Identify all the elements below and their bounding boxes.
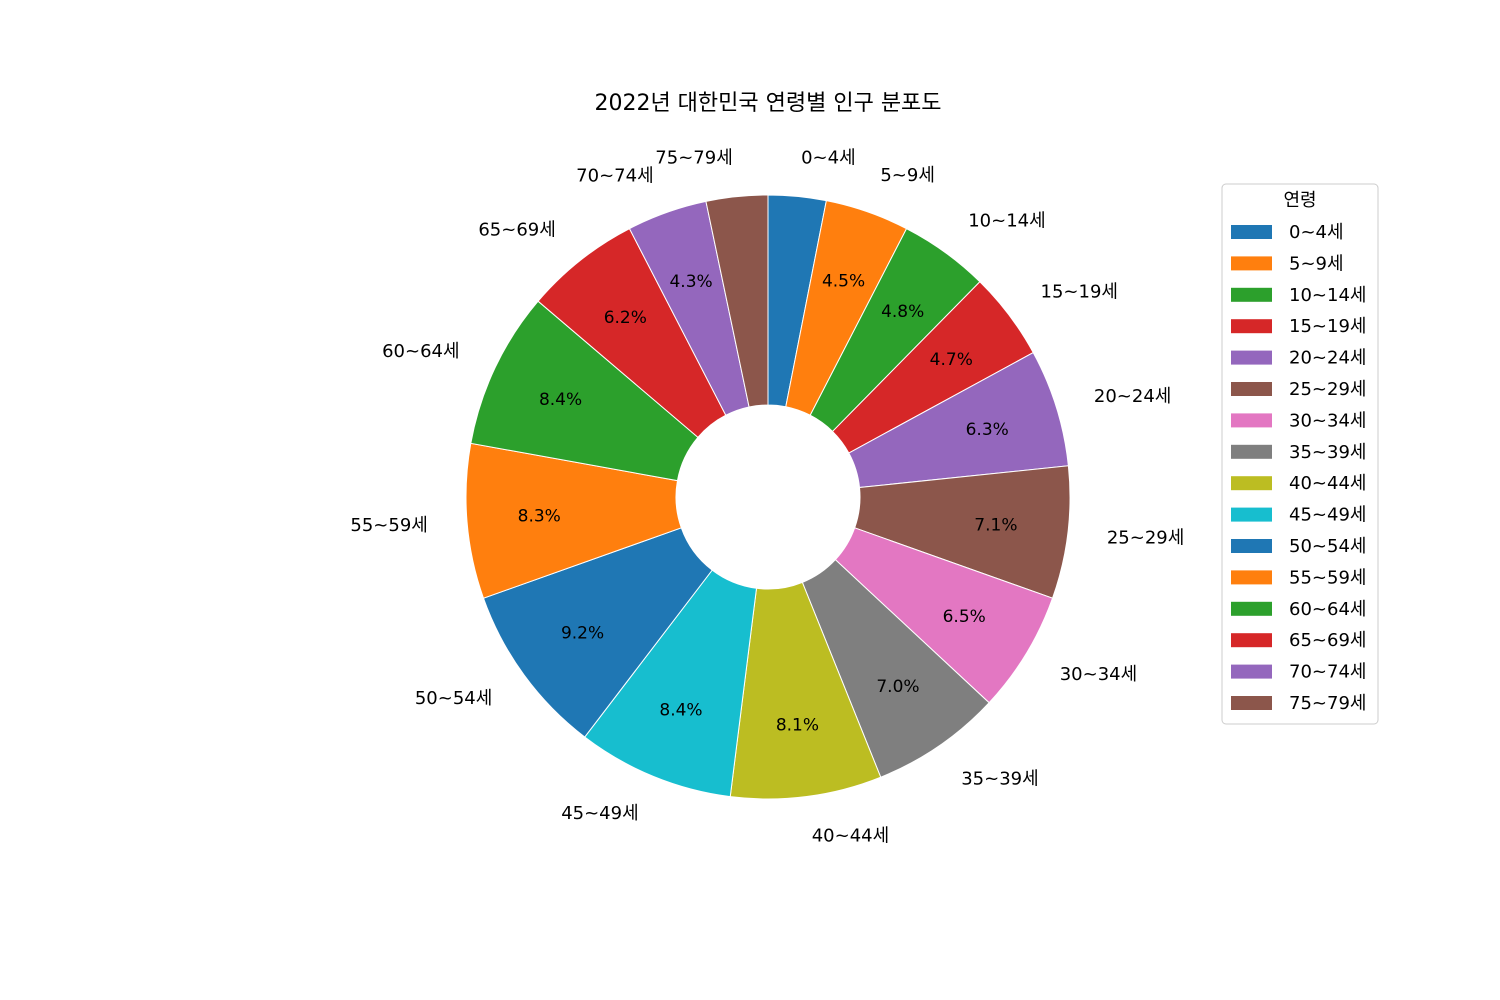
pie-slice-8 xyxy=(729,581,882,800)
category-label-2: 10~14세 xyxy=(968,211,1045,232)
value-label-1: 4.5% xyxy=(822,271,865,291)
category-label-5: 25~29세 xyxy=(1107,528,1184,549)
category-label-10: 50~54세 xyxy=(415,688,492,709)
pie-slice-11 xyxy=(465,442,682,599)
value-label-10: 9.2% xyxy=(561,623,604,643)
category-label-9: 45~49세 xyxy=(561,803,638,824)
value-label-6: 6.5% xyxy=(943,607,986,627)
legend-label-5: 25~29세 xyxy=(1289,379,1366,400)
legend-label-14: 70~74세 xyxy=(1289,662,1366,683)
category-label-7: 35~39세 xyxy=(961,768,1038,789)
legend-label-3: 15~19세 xyxy=(1289,316,1366,337)
category-label-3: 15~19세 xyxy=(1041,282,1118,303)
legend-swatch-9 xyxy=(1231,507,1272,522)
category-label-1: 5~9세 xyxy=(880,165,935,186)
legend-frame xyxy=(1221,183,1379,725)
legend-swatch-0 xyxy=(1231,225,1272,239)
category-label-0: 0~4세 xyxy=(801,147,856,168)
legend-label-15: 75~79세 xyxy=(1289,693,1366,714)
legend-label-8: 40~44세 xyxy=(1289,473,1366,494)
pie-slices xyxy=(465,194,1071,800)
legend-label-10: 50~54세 xyxy=(1289,536,1366,557)
value-label-13: 6.2% xyxy=(604,308,647,328)
category-label-4: 20~24세 xyxy=(1094,386,1171,407)
legend-swatch-8 xyxy=(1231,476,1272,491)
value-label-12: 8.4% xyxy=(539,390,582,410)
legend-swatch-5 xyxy=(1231,382,1272,396)
legend-swatch-4 xyxy=(1231,350,1272,365)
value-label-11: 8.3% xyxy=(518,507,561,527)
legend-swatch-1 xyxy=(1231,256,1272,271)
category-label-12: 60~64세 xyxy=(382,341,459,362)
legend-swatch-3 xyxy=(1231,319,1272,334)
legend-swatch-11 xyxy=(1231,570,1272,585)
legend-label-7: 35~39세 xyxy=(1289,442,1366,463)
value-label-7: 7.0% xyxy=(876,677,919,697)
legend-label-12: 60~64세 xyxy=(1289,599,1366,620)
category-label-13: 65~69세 xyxy=(478,220,555,241)
legend-swatch-14 xyxy=(1231,664,1272,679)
legend-title: 연령 xyxy=(1283,190,1316,211)
value-label-14: 4.3% xyxy=(669,272,712,292)
legend-label-4: 20~24세 xyxy=(1289,348,1366,369)
legend-swatch-2 xyxy=(1231,287,1272,302)
legend-items: 0~4세 5~9세 10~14세 15~19세 20~24세 25~29세 30~34세 35… xyxy=(1231,222,1366,714)
value-label-8: 8.1% xyxy=(776,716,819,736)
legend-label-0: 0~4세 xyxy=(1289,222,1344,243)
legend-swatch-10 xyxy=(1231,539,1272,553)
pie-labels: 0~4세 5~9세 4.5% 10~14세 4.8% 15~19세 4.7% 20~24세 6.… xyxy=(350,147,1184,846)
legend-swatch-12 xyxy=(1231,601,1272,616)
chart-title: 2022년 대한민국 연령별 인구 분포도 xyxy=(594,91,941,116)
category-label-14: 70~74세 xyxy=(576,165,653,186)
legend: 연령 0~4세 5~9세 10~14세 15~19세 20~24세 25~29세 30~34… xyxy=(1221,183,1379,725)
legend-label-11: 55~59세 xyxy=(1289,567,1366,588)
pie-slice-15 xyxy=(705,194,769,408)
value-label-3: 4.7% xyxy=(930,350,973,370)
value-label-5: 7.1% xyxy=(974,515,1017,535)
value-label-2: 4.8% xyxy=(881,302,924,322)
legend-swatch-7 xyxy=(1231,444,1272,459)
legend-swatch-6 xyxy=(1231,413,1272,428)
legend-label-2: 10~14세 xyxy=(1289,285,1366,306)
legend-label-1: 5~9세 xyxy=(1289,253,1344,274)
category-label-6: 30~34세 xyxy=(1060,664,1137,685)
pie-slice-10 xyxy=(482,527,713,738)
category-label-8: 40~44세 xyxy=(812,825,889,846)
legend-label-13: 65~69세 xyxy=(1289,630,1366,651)
legend-label-9: 45~49세 xyxy=(1289,505,1366,526)
legend-label-6: 30~34세 xyxy=(1289,410,1366,431)
value-label-4: 6.3% xyxy=(966,420,1009,440)
legend-swatch-13 xyxy=(1231,633,1272,648)
value-label-9: 8.4% xyxy=(659,700,702,720)
category-label-15: 75~79세 xyxy=(655,148,732,169)
category-label-11: 55~59세 xyxy=(350,515,427,536)
legend-swatch-15 xyxy=(1231,696,1272,710)
